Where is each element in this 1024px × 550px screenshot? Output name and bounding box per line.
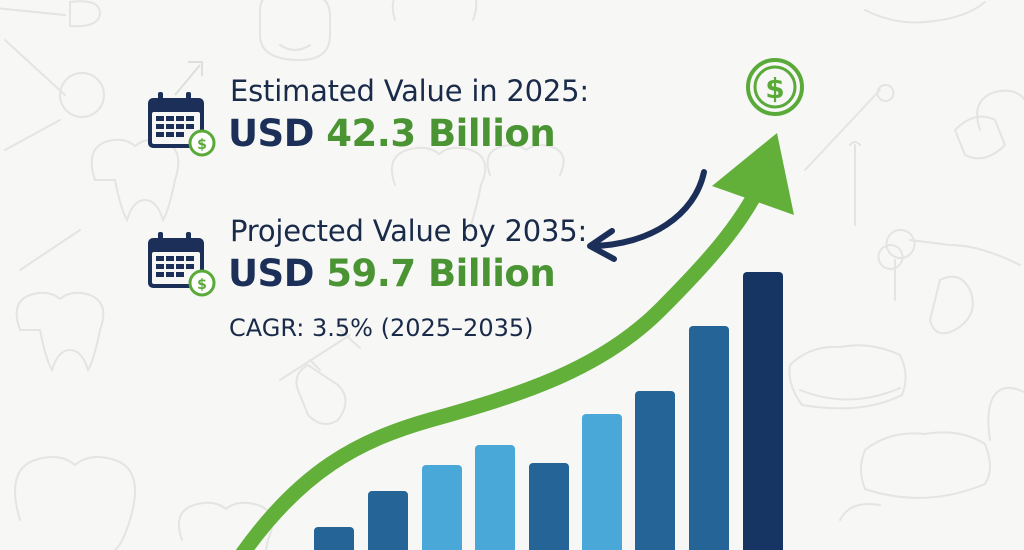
dental-brush-doodle-icon	[953, 115, 1007, 160]
bar-1	[314, 527, 354, 550]
estimated-label: Estimated Value in 2025:	[230, 74, 590, 108]
bar-7	[635, 391, 675, 550]
floss-doodle-icon	[877, 229, 1021, 335]
tooth-doodle-icon	[976, 89, 1024, 441]
small-arrow-doodle-icon	[174, 61, 203, 96]
svg-text:$: $	[197, 277, 207, 293]
estimated-amount: 42.3 Billion	[326, 112, 556, 155]
svg-text:$: $	[765, 72, 784, 105]
capsule-doodle-icon	[295, 363, 347, 425]
dental-tool-doodle-icon	[19, 229, 881, 521]
cagr-text: CAGR: 3.5% (2025–2035)	[229, 314, 534, 342]
dental-tool-doodle-icon	[804, 84, 895, 226]
estimated-value: USD 42.3 Billion	[228, 112, 556, 155]
bar-8	[689, 326, 729, 550]
dollar-coin-icon: $	[746, 58, 804, 116]
curved-pointer-arrow-icon	[587, 169, 707, 262]
dentures-doodle-icon	[860, 431, 991, 499]
projected-amount: 59.7 Billion	[326, 252, 556, 295]
calendar-dollar-icon: $	[148, 92, 216, 157]
toothbrush-doodle-icon	[0, 0, 102, 28]
projected-value: USD 59.7 Billion	[228, 252, 556, 295]
projected-currency: USD	[228, 252, 314, 295]
smile-face-doodle-icon	[259, 0, 331, 62]
bar-2	[368, 491, 408, 550]
bar-9	[743, 272, 783, 550]
tooth-doodle-icon	[14, 138, 180, 550]
bar-5	[529, 463, 569, 550]
tooth-doodle-icon	[391, 144, 565, 231]
bar-6	[582, 414, 622, 550]
bar-series	[314, 272, 783, 550]
bar-3	[422, 465, 462, 550]
dentures-doodle-icon	[864, 1, 986, 24]
dental-tool-doodle-icon	[279, 329, 361, 381]
dental-mirror-doodle-icon	[4, 39, 106, 151]
bar-4	[475, 445, 515, 550]
calendar-dollar-icon: $	[148, 232, 216, 297]
tooth-doodle-icon	[178, 501, 274, 550]
tooth-doodle-icon	[15, 291, 105, 373]
projected-label: Projected Value by 2035:	[230, 214, 588, 248]
svg-text:$: $	[197, 137, 207, 153]
estimated-currency: USD	[228, 112, 314, 155]
growth-arrow-icon	[235, 133, 794, 550]
dentures-doodle-icon	[788, 344, 907, 410]
